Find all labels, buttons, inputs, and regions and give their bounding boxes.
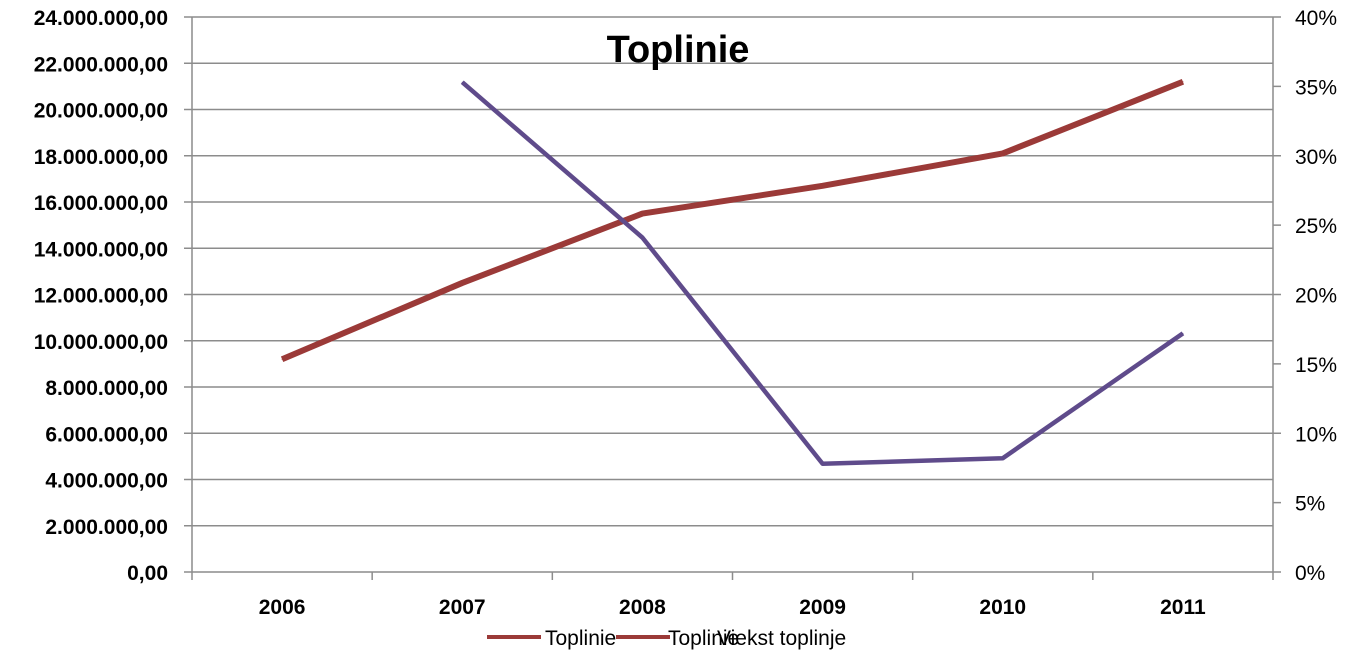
data-point [1182,332,1184,334]
data-point [461,282,463,284]
x-tick-label: 2011 [1160,596,1206,619]
legend: Toplinie Toplinie Viekst toplinje [487,627,846,650]
left-axis-ticks: 0,00 2.000.000,00 4.000.000,00 6.000.000,00… [34,7,192,585]
left-tick-label: 12.000.000,00 [34,285,168,308]
right-tick-label: 25% [1295,215,1337,238]
legend-label-toplinie: Toplinie [545,627,616,650]
data-point [1002,457,1004,459]
right-tick-label: 35% [1295,76,1337,99]
left-tick-label: 10.000.000,00 [34,331,168,354]
left-tick-label: 22.000.000,00 [34,53,168,76]
right-tick-label: 20% [1295,285,1337,308]
left-tick-label: 16.000.000,00 [34,192,168,215]
right-tick-label: 40% [1295,7,1337,30]
left-tick-label: 4.000.000,00 [45,470,168,493]
data-point [461,81,463,83]
data-point [822,463,824,465]
x-axis-ticks: 2006 2007 2008 2009 2010 2011 [191,572,1274,619]
series-line-2 [460,80,1185,467]
data-point [641,213,643,215]
left-tick-label: 14.000.000,00 [34,238,168,261]
data-point [822,185,824,187]
data-point [1182,81,1184,83]
series-line-1 [280,78,1185,363]
left-tick-label: 24.000.000,00 [34,7,168,30]
right-axis-ticks: 0% 5% 10% 15% 20% 25% 30% 35% 40% [1273,7,1337,585]
x-tick-label: 2009 [799,596,846,619]
right-tick-label: 10% [1295,423,1337,446]
left-tick-label: 18.000.000,00 [34,146,168,169]
data-point [281,358,283,360]
left-tick-label: 0,00 [127,562,168,585]
legend-label-viekst-toplinje: Viekst toplinje [717,627,846,650]
legend-label-toplinie-pct: Toplinie [668,627,739,650]
series [280,78,1185,467]
left-tick-label: 2.000.000,00 [45,516,168,539]
data-point [641,237,643,239]
left-tick-label: 8.000.000,00 [45,377,168,400]
x-tick-label: 2008 [619,596,666,619]
left-tick-label: 20.000.000,00 [34,100,168,123]
right-tick-label: 5% [1295,493,1325,516]
x-tick-label: 2007 [439,596,486,619]
chart-title: Toplinie [607,29,750,71]
right-tick-label: 30% [1295,146,1337,169]
right-tick-label: 15% [1295,354,1337,377]
left-tick-label: 6.000.000,00 [45,423,168,446]
x-tick-label: 2006 [259,596,306,619]
data-point [1002,152,1004,154]
gridlines [192,16,1273,527]
right-tick-label: 0% [1295,562,1325,585]
x-tick-label: 2010 [979,596,1026,619]
